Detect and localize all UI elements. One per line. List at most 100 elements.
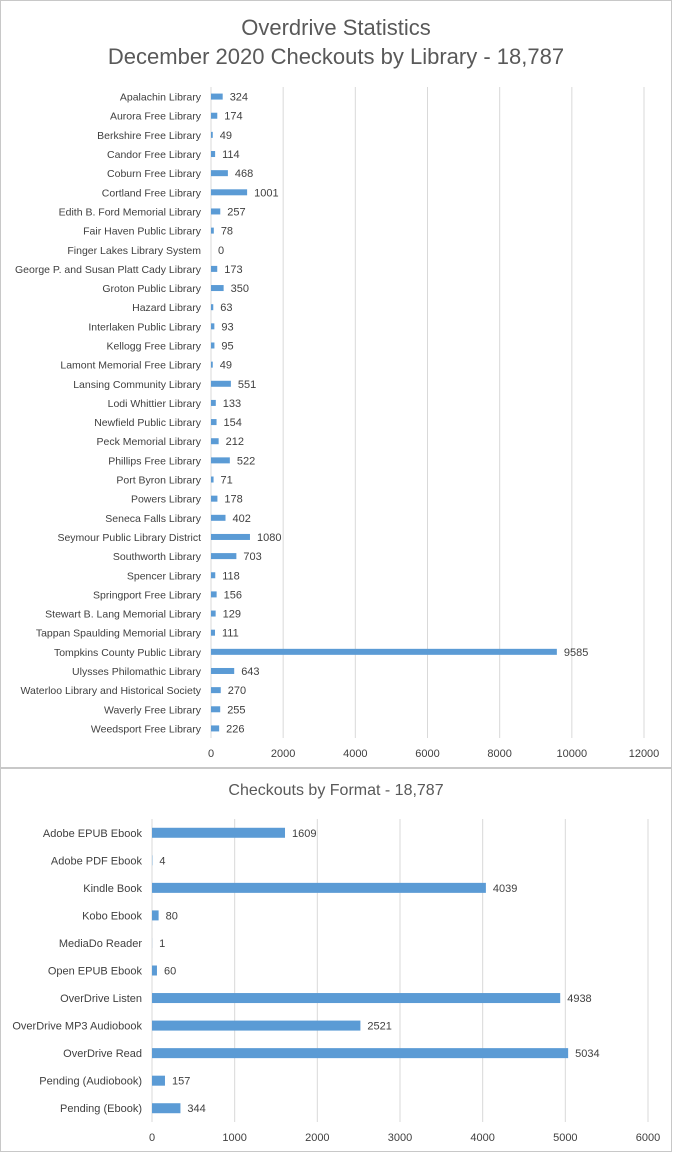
data-label: 71 bbox=[221, 475, 233, 487]
category-label: Kindle Book bbox=[83, 883, 142, 895]
data-label: 402 bbox=[233, 513, 251, 525]
bar bbox=[152, 993, 561, 1004]
category-label: Spencer Library bbox=[127, 570, 202, 582]
data-label: 173 bbox=[224, 264, 242, 276]
bar bbox=[211, 189, 248, 196]
category-label: Stewart B. Lang Memorial Library bbox=[45, 609, 202, 621]
bar bbox=[152, 1048, 569, 1059]
bar bbox=[152, 827, 286, 838]
bar bbox=[152, 1103, 181, 1114]
bar bbox=[152, 1075, 165, 1086]
category-label: Groton Public Library bbox=[102, 283, 201, 295]
bar bbox=[152, 882, 486, 893]
data-label: 468 bbox=[235, 168, 253, 180]
category-label: Lansing Community Library bbox=[73, 379, 202, 391]
category-label: Waterloo Library and Historical Society bbox=[20, 685, 201, 697]
x-tick-label: 6000 bbox=[636, 1132, 660, 1144]
data-label: 93 bbox=[221, 321, 233, 333]
data-label: 49 bbox=[220, 130, 232, 142]
category-label: OverDrive MP3 Audiobook bbox=[12, 1021, 142, 1033]
data-label: 95 bbox=[221, 340, 233, 352]
bar bbox=[152, 1020, 361, 1031]
bar bbox=[211, 285, 224, 292]
data-label: 1080 bbox=[257, 532, 281, 544]
x-tick-label: 2000 bbox=[271, 748, 295, 760]
x-tick-label: 6000 bbox=[415, 748, 439, 760]
library-bar-chart: 0 2000 4000 6000 8000 10000 12000 Apalachin Lib… bbox=[15, 87, 660, 760]
bar bbox=[211, 208, 221, 215]
bar bbox=[211, 591, 217, 598]
library-chart-panel: Overdrive Statistics December 2020 Check… bbox=[0, 0, 672, 768]
x-tick-label: 1000 bbox=[222, 1132, 246, 1144]
data-label: 270 bbox=[228, 685, 246, 697]
bar bbox=[211, 151, 216, 158]
bar bbox=[211, 725, 220, 732]
bar bbox=[152, 965, 157, 976]
category-label: Edith B. Ford Memorial Library bbox=[59, 206, 202, 218]
bar bbox=[211, 265, 218, 272]
data-label: 178 bbox=[224, 494, 242, 506]
data-label: 522 bbox=[237, 455, 255, 467]
bar bbox=[211, 706, 221, 713]
data-label: 4 bbox=[159, 855, 165, 867]
category-label: Candor Free Library bbox=[107, 149, 202, 161]
category-label: Waverly Free Library bbox=[104, 704, 202, 716]
bar bbox=[211, 227, 214, 234]
bar bbox=[211, 419, 217, 426]
bar bbox=[211, 131, 213, 138]
bar bbox=[152, 910, 159, 921]
bar bbox=[211, 399, 216, 406]
data-label: 78 bbox=[221, 226, 233, 238]
data-label: 111 bbox=[222, 628, 239, 640]
category-label: Springport Free Library bbox=[93, 589, 202, 601]
data-label: 129 bbox=[223, 609, 241, 621]
x-tick-label: 4000 bbox=[470, 1132, 494, 1144]
x-tick-label: 10000 bbox=[557, 748, 588, 760]
bar bbox=[211, 629, 216, 636]
category-label: Fair Haven Public Library bbox=[83, 226, 202, 238]
category-label: Kobo Ebook bbox=[82, 910, 142, 922]
bar bbox=[211, 438, 219, 445]
data-label: 1609 bbox=[292, 828, 316, 840]
category-label: Phillips Free Library bbox=[108, 455, 202, 467]
data-label: 63 bbox=[220, 302, 232, 314]
category-label: Finger Lakes Library System bbox=[67, 245, 201, 257]
category-label: Seymour Public Library District bbox=[57, 532, 201, 544]
bar bbox=[211, 342, 215, 349]
category-label: Interlaken Public Library bbox=[88, 321, 201, 333]
bar bbox=[211, 648, 557, 655]
data-label: 49 bbox=[220, 360, 232, 372]
data-label: 133 bbox=[223, 398, 241, 410]
bar bbox=[211, 457, 230, 464]
data-label: 157 bbox=[172, 1076, 190, 1088]
chart-title: Overdrive Statistics bbox=[241, 15, 431, 40]
data-label: 156 bbox=[224, 589, 242, 601]
bar bbox=[211, 514, 226, 521]
bar bbox=[211, 380, 231, 387]
bar bbox=[211, 93, 223, 100]
category-label: Pending (Ebook) bbox=[60, 1103, 142, 1115]
format-chart-panel: Checkouts by Format - 18,787 0 1000 2000 30… bbox=[0, 768, 672, 1152]
x-tick-label: 8000 bbox=[487, 748, 511, 760]
category-label: OverDrive Read bbox=[63, 1048, 142, 1060]
data-label: 257 bbox=[227, 206, 245, 218]
data-label: 4938 bbox=[567, 993, 591, 1005]
category-label: Adobe PDF Ebook bbox=[51, 855, 143, 867]
x-tick-label: 12000 bbox=[629, 748, 660, 760]
category-label: Berkshire Free Library bbox=[97, 130, 202, 142]
category-label: OverDrive Listen bbox=[60, 993, 142, 1005]
x-tick-label: 3000 bbox=[388, 1132, 412, 1144]
category-label: Cortland Free Library bbox=[102, 187, 202, 199]
data-label: 174 bbox=[224, 111, 242, 123]
data-label: 643 bbox=[241, 666, 259, 678]
category-label: Coburn Free Library bbox=[107, 168, 202, 180]
data-label: 324 bbox=[230, 92, 248, 104]
bar bbox=[211, 361, 213, 368]
data-label: 114 bbox=[222, 149, 240, 161]
data-label: 60 bbox=[164, 966, 176, 978]
data-label: 226 bbox=[226, 723, 244, 735]
data-label: 703 bbox=[243, 551, 261, 563]
data-label: 118 bbox=[222, 570, 240, 582]
bar bbox=[211, 687, 221, 694]
category-label: Port Byron Library bbox=[116, 475, 201, 487]
